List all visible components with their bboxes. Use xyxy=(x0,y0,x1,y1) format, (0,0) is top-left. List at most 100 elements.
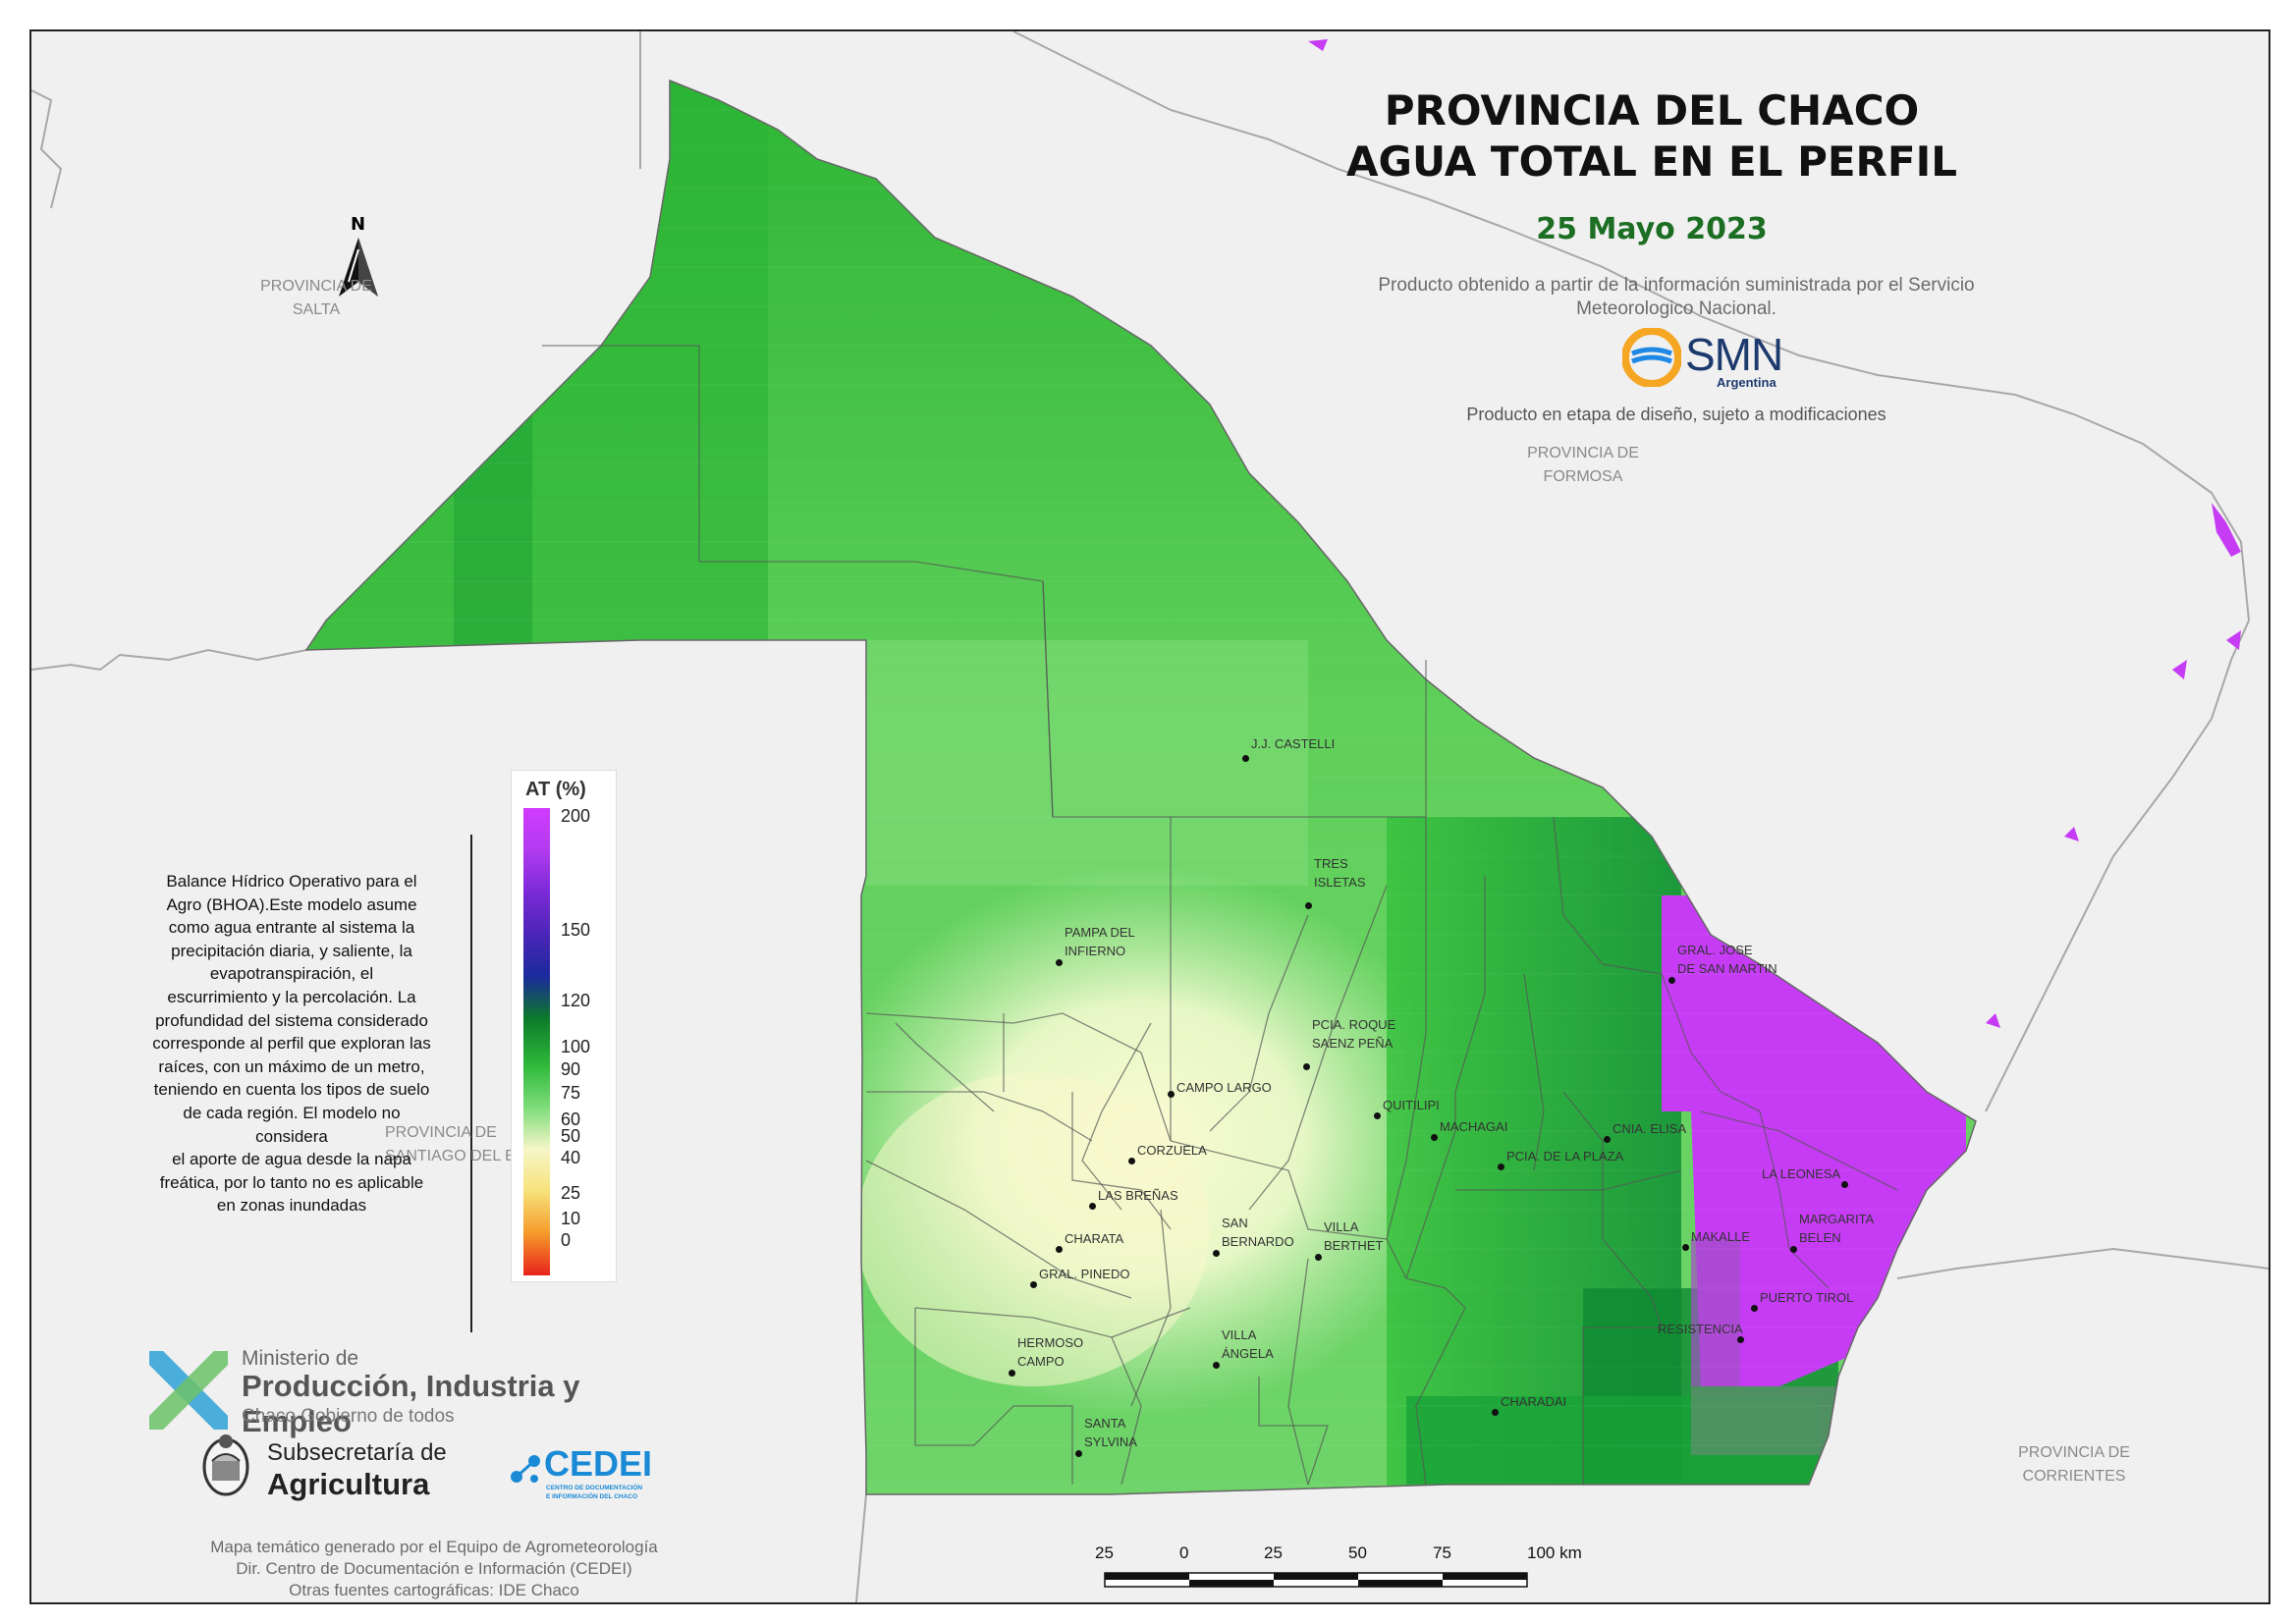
town-label-line: QUITILIPI xyxy=(1383,1098,1440,1112)
ministerio-line1: Ministerio de xyxy=(242,1347,359,1370)
town-label: CNIA. ELISA xyxy=(1613,1119,1686,1138)
town-label: MARGARITA BELEN xyxy=(1799,1210,1874,1247)
town-label: QUITILIPI xyxy=(1383,1096,1440,1114)
legend-title: AT (%) xyxy=(525,779,586,800)
province-label-corrientes: PROVINCIA DE CORRIENTES xyxy=(2018,1444,2130,1485)
province-label-salta: PROVINCIA DE SALTA xyxy=(260,278,372,318)
town-marker xyxy=(1009,1370,1015,1377)
town-label: VILLA ÁNGELA xyxy=(1222,1325,1274,1363)
source-line2: Meteorologico Nacional. xyxy=(1576,298,1777,319)
town-label-line: MARGARITA xyxy=(1799,1212,1875,1226)
town-label: LAS BREÑAS xyxy=(1098,1186,1178,1205)
town-label: J.J. CASTELLI xyxy=(1251,734,1335,753)
north-arrow-icon xyxy=(339,238,378,297)
town-label: MACHAGAI xyxy=(1440,1117,1507,1136)
town-label: PUERTO TIROL xyxy=(1760,1288,1853,1307)
legend-tick-label: 90 xyxy=(561,1059,581,1079)
town-marker xyxy=(1737,1336,1744,1343)
smn-text: SMN xyxy=(1685,329,1783,380)
credits-line1: Mapa temático generado por el Equipo de … xyxy=(210,1538,658,1556)
chaco-outline xyxy=(304,79,1977,1495)
description-line: teniendo en cuenta los tipos de suelo xyxy=(153,1080,430,1100)
town-label: GRAL. JOSE DE SAN MARTIN xyxy=(1677,941,1777,978)
smn-logo-icon xyxy=(1622,328,1681,387)
coat-of-arms-icon xyxy=(202,1434,249,1496)
town-marker xyxy=(1305,902,1312,909)
town-marker xyxy=(1790,1246,1797,1253)
town-label-line: CORZUELA xyxy=(1137,1143,1207,1158)
town-marker xyxy=(1751,1305,1758,1312)
town-label: MAKALLE xyxy=(1691,1227,1750,1246)
description-line: en zonas inundadas xyxy=(216,1196,367,1216)
town-label-line: PCIA. ROQUE xyxy=(1312,1017,1396,1032)
town-label-line: VILLA xyxy=(1324,1219,1359,1234)
legend: AT (%) 200 150 120 100 90 75 60 50 40 25 10 0 xyxy=(511,770,617,1282)
town-label-line: GRAL. PINEDO xyxy=(1039,1267,1130,1281)
credits-line2: Dir. Centro de Documentación e Informaci… xyxy=(236,1559,632,1578)
subsecretaria-line2: Agricultura xyxy=(267,1467,430,1501)
legend-tick-label: 50 xyxy=(561,1126,581,1146)
smn-subtext: Argentina xyxy=(1717,375,1777,390)
legend-tick-label: 0 xyxy=(561,1230,572,1250)
model-description: Balance Hídrico Operativo para el Agro (B… xyxy=(130,870,454,1217)
town-label-line: ÁNGELA xyxy=(1222,1346,1274,1361)
cedei-molecule-icon xyxy=(511,1455,540,1483)
legend-tick-label: 40 xyxy=(561,1148,581,1167)
town-marker xyxy=(1668,977,1675,984)
title-line1: PROVINCIA DEL CHACO xyxy=(1384,86,1920,135)
description-line: como agua entrante al sistema la xyxy=(168,918,415,938)
ministerio-line3: Chaco Gobierno de todos xyxy=(242,1406,455,1427)
town-label-line: MACHAGAI xyxy=(1440,1119,1508,1134)
town-label: SAN BERNARDO xyxy=(1222,1214,1294,1251)
town-label-line: CAMPO LARGO xyxy=(1176,1080,1272,1095)
town-label: GRAL. PINEDO xyxy=(1039,1265,1129,1283)
description-line: precipitación diaria, y saliente, la xyxy=(171,941,412,960)
scale-bar xyxy=(1104,1572,1528,1588)
town-marker xyxy=(1498,1163,1504,1170)
town-label-line: CNIA. ELISA xyxy=(1613,1121,1687,1136)
legend-tick-label: 120 xyxy=(561,991,591,1010)
cedei-sub1: CENTRO DE DOCUMENTACIÓN xyxy=(546,1485,643,1491)
legend-tick-label: 10 xyxy=(561,1209,581,1228)
town-label: PCIA. DE LA PLAZA xyxy=(1506,1147,1623,1165)
town-label-line: PUERTO TIROL xyxy=(1760,1290,1854,1305)
town-label-line: LAS BREÑAS xyxy=(1098,1188,1178,1203)
description-line: Agro (BHOA).Este modelo asume xyxy=(166,894,417,914)
scale-bar-label: 100 km xyxy=(1527,1543,1582,1562)
town-label: CORZUELA xyxy=(1137,1141,1207,1160)
town-marker xyxy=(1213,1250,1220,1257)
legend-tick-label: 60 xyxy=(561,1109,581,1129)
town-label-line: SYLVINA xyxy=(1084,1434,1137,1449)
town-label-line: PAMPA DEL xyxy=(1065,925,1135,940)
town-label-line: DE SAN MARTIN xyxy=(1677,961,1777,976)
town-label-line: MAKALLE xyxy=(1691,1229,1750,1244)
north-label: N xyxy=(351,214,366,235)
town-marker xyxy=(1431,1134,1438,1141)
subsecretaria-logo: Subsecretaría de Agricultura xyxy=(198,1432,493,1510)
legend-tick-label: 150 xyxy=(561,920,591,940)
cedei-sub2: E INFORMACIÓN DEL CHACO xyxy=(546,1493,638,1500)
map-frame: PROVINCIA DEL CHACO AGUA TOTAL EN EL PER… xyxy=(29,29,2270,1604)
town-marker xyxy=(1213,1362,1220,1369)
town-marker xyxy=(1374,1112,1381,1119)
town-marker xyxy=(1242,755,1249,762)
town-label-line: PCIA. DE LA PLAZA xyxy=(1506,1149,1624,1163)
town-label: CHARADAI xyxy=(1501,1392,1566,1411)
town-label: TRES ISLETAS xyxy=(1314,854,1366,892)
town-marker xyxy=(1841,1181,1848,1188)
scale-bar-label: 25 xyxy=(1095,1543,1114,1562)
ministerio-line2: Producción, Industria y Empleo xyxy=(242,1369,580,1438)
town-label: HERMOSO CAMPO xyxy=(1017,1333,1083,1371)
town-label-line: VILLA xyxy=(1222,1327,1257,1342)
title-date: 25 Mayo 2023 xyxy=(1536,212,1768,246)
town-label: LA LEONESA xyxy=(1762,1164,1840,1183)
town-label-line: INFIERNO xyxy=(1065,944,1126,958)
town-marker xyxy=(1056,1246,1063,1253)
description-line: escurrimiento y la percolación. La xyxy=(167,987,416,1006)
town-marker xyxy=(1682,1244,1689,1251)
legend-tick-label: 25 xyxy=(561,1183,581,1203)
town-label-line: BERTHET xyxy=(1324,1238,1384,1253)
town-marker xyxy=(1604,1136,1611,1143)
description-line: Balance Hídrico Operativo para el xyxy=(166,872,417,891)
town-label-line: CHARATA xyxy=(1065,1231,1124,1246)
